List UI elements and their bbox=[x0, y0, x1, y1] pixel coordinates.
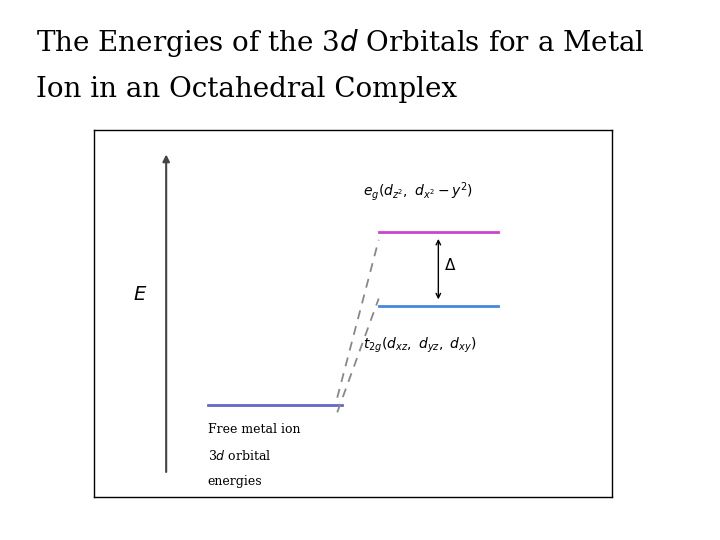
Text: $E$: $E$ bbox=[133, 286, 148, 304]
Text: energies: energies bbox=[207, 475, 262, 488]
Text: $e_g(d_{z^2},\ d_{x^2}-y^2)$: $e_g(d_{z^2},\ d_{x^2}-y^2)$ bbox=[363, 180, 473, 203]
Text: The Energies of the 3$d$ Orbitals for a Metal: The Energies of the 3$d$ Orbitals for a … bbox=[36, 27, 645, 59]
Text: 3$d$ orbital: 3$d$ orbital bbox=[207, 449, 271, 463]
Text: Free metal ion: Free metal ion bbox=[207, 423, 300, 436]
Text: Ion in an Octahedral Complex: Ion in an Octahedral Complex bbox=[36, 76, 457, 103]
Text: $\Delta$: $\Delta$ bbox=[444, 258, 456, 273]
Text: $t_{2g}(d_{xz},\ d_{yz},\ d_{xy})$: $t_{2g}(d_{xz},\ d_{yz},\ d_{xy})$ bbox=[363, 335, 477, 355]
